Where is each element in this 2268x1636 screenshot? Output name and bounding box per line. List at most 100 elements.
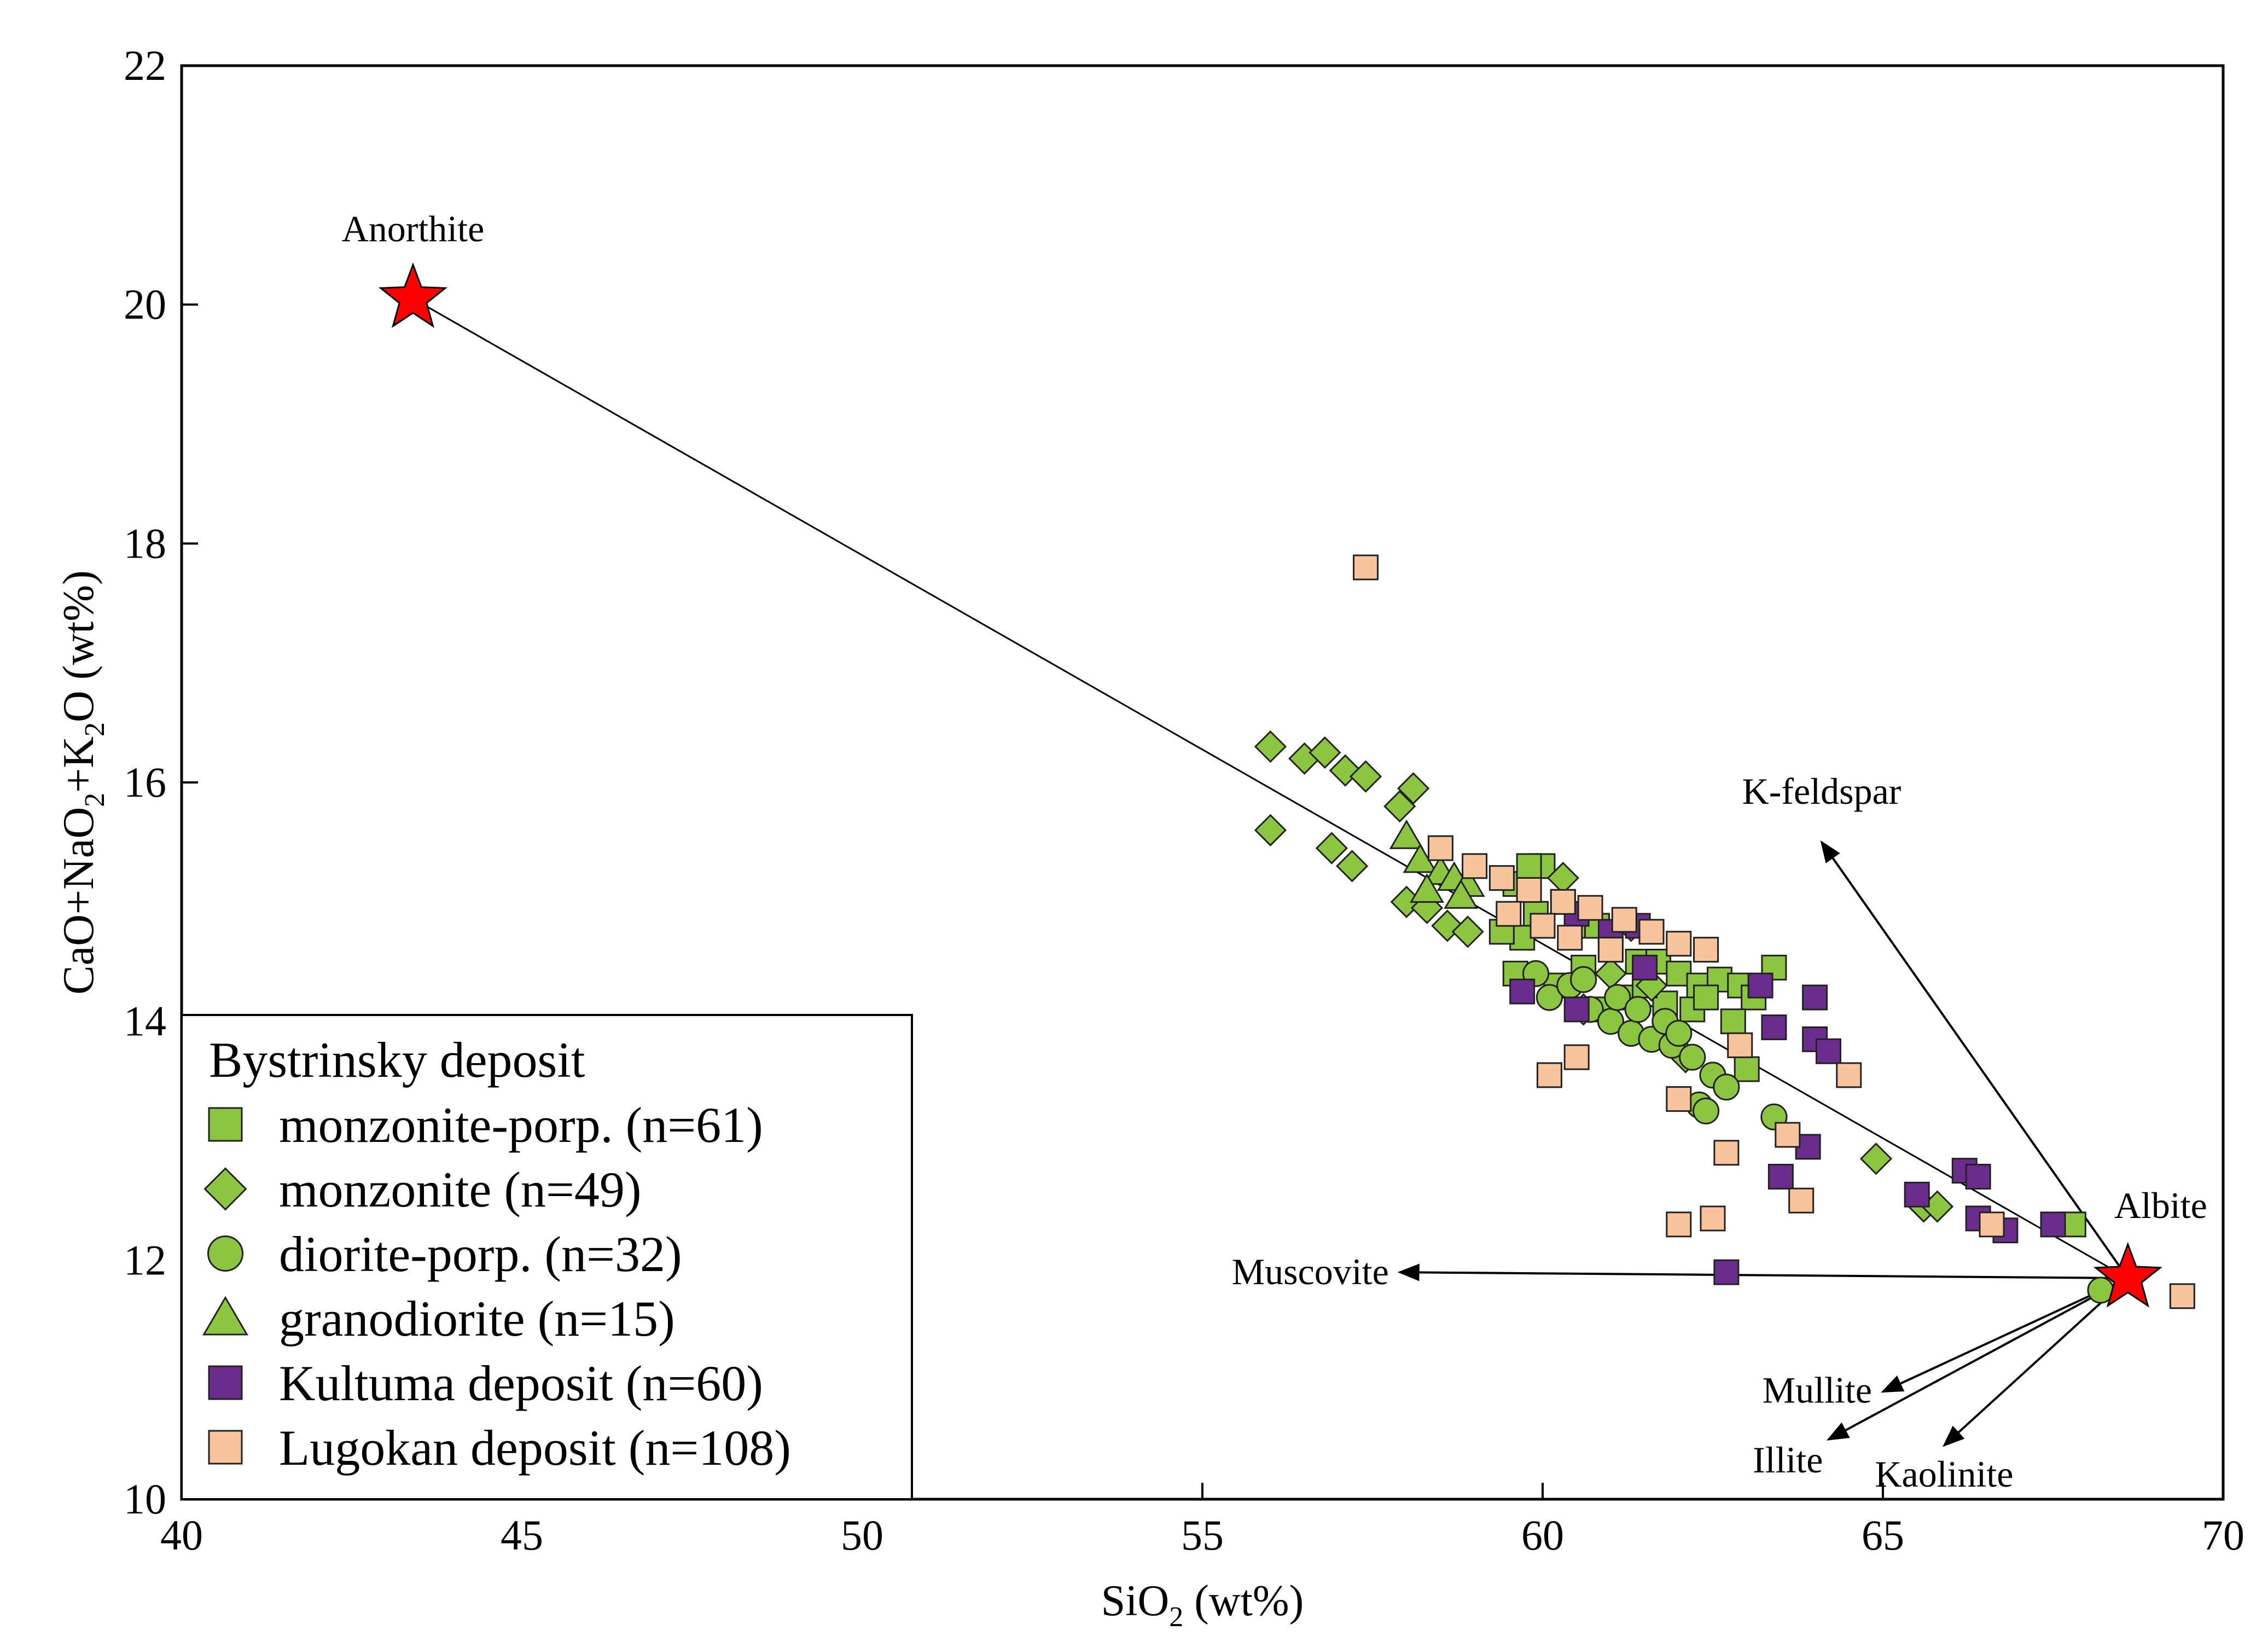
data-point — [1309, 736, 1341, 769]
reference-label: Albite — [2114, 1185, 2207, 1226]
x-tick-label: 60 — [1521, 1511, 1564, 1559]
data-point — [1775, 1122, 1801, 1148]
vector-label: K-feldspar — [1742, 770, 1901, 812]
legend-marker — [202, 1296, 248, 1336]
legend-label: granodiorite (n=15) — [279, 1291, 675, 1347]
legend: Bystrinsky deposit monzonite-porp. (n=61… — [181, 1014, 913, 1500]
data-point — [1557, 925, 1583, 951]
reference-stars: Anorthite Albite — [342, 208, 2207, 1308]
vector-arrow — [1881, 1277, 2129, 1393]
data-point — [1638, 919, 1665, 945]
data-point — [1570, 966, 1597, 993]
data-point — [1563, 996, 1590, 1023]
x-tick-label: 40 — [160, 1511, 203, 1559]
data-point — [1597, 937, 1624, 963]
reference-star — [2093, 1241, 2162, 1308]
data-point — [1594, 957, 1627, 990]
vector-label: Illite — [1753, 1439, 1823, 1481]
data-point — [1624, 996, 1651, 1023]
data-point — [1509, 978, 1536, 1005]
axis-ticks: 40 45 50 55 60 65 70 10 12 14 16 18 20 22 — [124, 42, 2244, 1559]
data-point — [1444, 879, 1479, 909]
legend-marker — [203, 1167, 247, 1211]
data-point — [1767, 1164, 1794, 1190]
data-point — [1713, 1074, 1740, 1101]
data-point — [1611, 907, 1637, 933]
y-tick-label: 12 — [124, 1236, 166, 1284]
y-tick-label: 22 — [124, 42, 166, 89]
legend-label: Kultuma deposit (n=60) — [279, 1355, 763, 1411]
mixing-line — [412, 298, 2129, 1279]
data-point — [1700, 1205, 1726, 1232]
legend-title: Bystrinsky deposit — [209, 1032, 585, 1088]
data-point — [1383, 790, 1416, 823]
y-tick-label: 20 — [124, 281, 166, 328]
y-tick-label: 18 — [124, 519, 166, 567]
data-points — [1254, 554, 2195, 1309]
data-point — [1859, 1142, 1893, 1175]
vector-arrow — [1826, 1277, 2129, 1441]
x-tick-label: 45 — [501, 1511, 543, 1559]
data-point — [1836, 1062, 1862, 1088]
y-tick-label: 16 — [124, 758, 166, 806]
data-point — [1747, 972, 1773, 999]
data-point — [1536, 1062, 1562, 1088]
data-point — [1979, 1211, 2005, 1238]
data-point — [1665, 1019, 1693, 1047]
data-point — [1516, 853, 1542, 879]
data-point — [1577, 895, 1603, 921]
data-point — [1666, 931, 1692, 957]
vector-label: Kaolinite — [1875, 1453, 2013, 1495]
data-point — [1802, 984, 1828, 1011]
data-point — [1389, 819, 1424, 849]
vector-arrow — [1397, 1263, 2128, 1281]
data-point — [1315, 832, 1348, 865]
y-axis-title: CaO+NaO2+K2O (wt%) — [55, 570, 111, 994]
data-point — [1550, 889, 1576, 915]
data-point — [1904, 1181, 1930, 1208]
legend-label: monzonite (n=49) — [279, 1162, 642, 1217]
reference-label: Anorthite — [342, 208, 485, 250]
data-point — [2040, 1211, 2066, 1238]
data-point — [1693, 984, 1719, 1011]
reference-lines: K-feldspar Muscovite Mullite Illite Kaolinit… — [412, 298, 2129, 1495]
data-point — [1604, 984, 1631, 1011]
data-point — [1720, 1008, 1746, 1035]
x-tick-label: 70 — [2202, 1511, 2244, 1559]
data-point — [1679, 1043, 1706, 1071]
data-point — [1632, 954, 1658, 981]
data-point — [1536, 984, 1563, 1011]
data-point — [1254, 730, 1287, 763]
data-point — [1496, 901, 1522, 927]
x-tick-label: 55 — [1181, 1511, 1224, 1559]
legend-label: Lugokan deposit (n=108) — [279, 1420, 791, 1476]
legend-box — [181, 1014, 913, 1500]
x-axis-title: SiO2 (wt%) — [1101, 1577, 1304, 1633]
legend-marker — [207, 1235, 243, 1272]
vector-arrow — [1943, 1277, 2129, 1447]
legend-marker — [208, 1430, 243, 1465]
legend-label: diorite-porp. (n=32) — [279, 1226, 682, 1282]
data-point — [1692, 1097, 1720, 1125]
legend-marker — [208, 1107, 243, 1142]
x-tick-label: 50 — [841, 1511, 883, 1559]
data-point — [1666, 1086, 1692, 1112]
data-point — [1349, 760, 1382, 793]
data-point — [1713, 1259, 1740, 1285]
y-tick-label: 14 — [124, 997, 166, 1045]
data-point — [1336, 850, 1369, 883]
data-point — [1410, 873, 1445, 903]
data-point — [1727, 1032, 1753, 1058]
data-point — [1713, 1140, 1740, 1166]
data-point — [1693, 937, 1719, 963]
data-point — [1666, 1211, 1692, 1238]
data-point — [1462, 853, 1488, 879]
vector-arrow — [1820, 840, 2129, 1279]
data-point — [1788, 1187, 1815, 1214]
data-point — [1761, 1014, 1787, 1041]
legend-label: monzonite-porp. (n=61) — [279, 1097, 763, 1153]
data-point — [1516, 877, 1542, 903]
y-tick-label: 10 — [124, 1475, 166, 1523]
x-tick-label: 65 — [1862, 1511, 1904, 1559]
